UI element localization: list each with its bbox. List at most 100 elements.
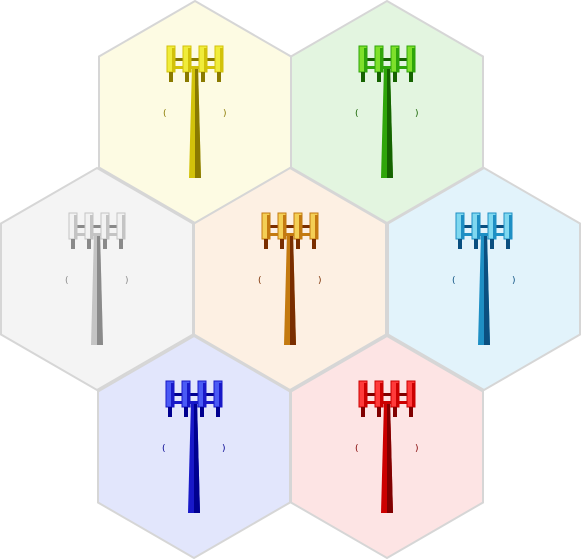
signal-mark-right: ) [222,444,226,454]
antenna-panel-shade [396,383,399,407]
cell-tower-icon: () [163,45,227,178]
antenna-panel-shade [364,48,367,72]
hex-cell-center: () [193,166,387,392]
hex-cell-bottom-right: () [290,334,484,559]
antenna-panel-shade [299,215,302,239]
signal-mark-left: ( [355,109,359,119]
tower-crossarm [361,393,413,396]
signal-mark-right: ) [512,276,516,286]
antenna-feeder [217,72,221,82]
antenna-feeder [184,407,188,417]
antenna-feeder [393,72,397,82]
antenna-feeder [185,72,189,82]
antenna-panel-shade [187,383,190,407]
antenna-panel-shade [283,215,286,239]
antenna-feeder [409,72,413,82]
hex-cell-middle-left: () [0,166,194,392]
antenna-panel-shade [171,383,174,407]
antenna-feeder [393,407,397,417]
signal-mark-right: ) [415,444,419,454]
cell-tower-icon: () [162,380,226,513]
antenna-panel-shade [477,215,480,239]
antenna-panel-shade [315,215,318,239]
cell-tower-icon: () [452,212,516,345]
antenna-feeder [169,72,173,82]
antenna-feeder [377,72,381,82]
antenna-feeder [216,407,220,417]
antenna-panel-shade [509,215,512,239]
signal-mark-left: ( [65,276,69,286]
tower-mast-shade [484,233,490,345]
signal-mark-right: ) [415,109,419,119]
tower-mast-shade [387,66,393,178]
antenna-panel-shade [74,215,77,239]
tower-crossarm [361,58,413,61]
antenna-panel-shade [106,215,109,239]
signal-mark-right: ) [223,109,227,119]
antenna-feeder [506,239,510,249]
tower-mast-shade [387,401,393,513]
antenna-feeder [409,407,413,417]
hex-cell-middle-right: () [387,166,581,392]
tower-mast-shade [195,66,201,178]
antenna-panel-shade [396,48,399,72]
antenna-feeder [71,239,75,249]
antenna-feeder [168,407,172,417]
antenna-panel-shade [172,48,175,72]
antenna-feeder [377,407,381,417]
antenna-panel-shade [364,383,367,407]
tower-crossarm [266,233,314,236]
antenna-panel-shade [412,383,415,407]
antenna-panel-shade [380,383,383,407]
tower-crossarm [363,66,411,69]
antenna-feeder [264,239,268,249]
tower-mast-shade [290,233,296,345]
signal-mark-right: ) [125,276,129,286]
antenna-feeder [312,239,316,249]
tower-crossarm [458,225,510,228]
tower-crossarm [170,401,218,404]
tower-crossarm [169,58,221,61]
antenna-feeder [200,407,204,417]
antenna-feeder [458,239,462,249]
tower-mast-shade [194,401,200,513]
antenna-feeder [201,72,205,82]
signal-mark-left: ( [355,444,359,454]
cell-tower-icon: () [258,212,322,345]
signal-mark-left: ( [162,444,166,454]
tower-crossarm [168,393,220,396]
signal-mark-left: ( [163,109,167,119]
antenna-panel-shade [90,215,93,239]
hex-cell-top-left: () [98,0,292,225]
signal-mark-left: ( [452,276,456,286]
antenna-panel-shade [122,215,125,239]
antenna-panel-shade [493,215,496,239]
tower-crossarm [171,66,219,69]
antenna-feeder [119,239,123,249]
tower-crossarm [71,225,123,228]
antenna-feeder [280,239,284,249]
antenna-panel-shade [219,383,222,407]
tower-crossarm [460,233,508,236]
antenna-feeder [296,239,300,249]
antenna-panel-shade [461,215,464,239]
tower-mast-shade [97,233,103,345]
signal-mark-left: ( [258,276,262,286]
antenna-panel-shade [380,48,383,72]
antenna-feeder [361,407,365,417]
antenna-panel-shade [188,48,191,72]
hex-cell-top-right: () [290,0,484,225]
antenna-panel-shade [204,48,207,72]
antenna-feeder [474,239,478,249]
cell-tower-icon: () [355,45,419,178]
antenna-feeder [103,239,107,249]
antenna-panel-shade [267,215,270,239]
antenna-feeder [87,239,91,249]
antenna-panel-shade [412,48,415,72]
antenna-panel-shade [203,383,206,407]
tower-crossarm [264,225,316,228]
tower-crossarm [363,401,411,404]
antenna-feeder [361,72,365,82]
signal-mark-right: ) [318,276,322,286]
